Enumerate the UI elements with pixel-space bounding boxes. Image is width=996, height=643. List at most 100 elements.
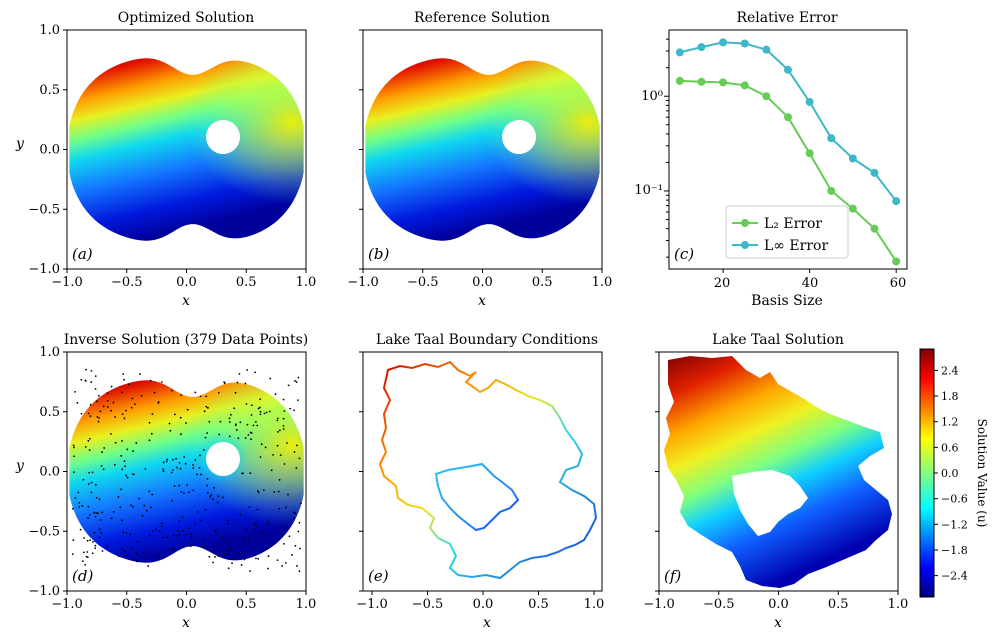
observation-point (171, 499, 173, 502)
observation-point (254, 420, 257, 423)
observation-point (99, 519, 102, 521)
observation-point (282, 417, 285, 420)
observation-point (130, 406, 133, 409)
observation-point (81, 560, 84, 563)
chart-x-label: Basis Size (751, 293, 823, 309)
observation-point (192, 489, 195, 492)
observation-point (281, 565, 284, 567)
x-tick-label: −0.5 (703, 597, 735, 612)
observation-point (102, 405, 105, 408)
observation-point (206, 491, 209, 494)
observation-point (293, 409, 295, 412)
colorbar-tick-label: −0.6 (941, 493, 968, 506)
observation-point (92, 541, 94, 543)
observation-point (124, 465, 126, 468)
x-tick-label: 0.5 (236, 597, 257, 612)
observation-point (263, 412, 266, 415)
observation-point (112, 401, 115, 404)
observation-point (234, 391, 237, 394)
observation-point (96, 415, 99, 418)
observation-point (83, 537, 85, 539)
observation-point (214, 530, 217, 533)
observation-point (87, 517, 89, 519)
observation-point (90, 491, 93, 494)
observation-point (199, 395, 202, 398)
observation-point (247, 540, 250, 542)
panel-d-title: Inverse Solution (379 Data Points) (64, 332, 309, 348)
observation-point (124, 550, 126, 553)
observation-point (253, 523, 256, 526)
observation-point (282, 428, 285, 430)
observation-point (172, 458, 174, 461)
observation-point (201, 546, 204, 549)
observation-point (296, 565, 298, 567)
data-point-l2 (762, 92, 771, 101)
observation-point (262, 531, 264, 534)
observation-point (192, 464, 194, 466)
observation-point (94, 483, 97, 486)
observation-point (87, 439, 90, 442)
panel-e: Lake Taal Boundary Conditions (e) −1.0 −0… (356, 332, 604, 631)
observation-point (138, 497, 140, 500)
observation-point (98, 536, 101, 539)
observation-point (171, 547, 174, 550)
observation-point (219, 420, 222, 423)
observation-point (182, 492, 185, 494)
chart-title: Relative Error (736, 10, 837, 26)
observation-point (94, 388, 97, 390)
x-tick-label: −1.0 (51, 275, 83, 290)
observation-point (284, 562, 287, 564)
data-point-l2 (870, 224, 879, 233)
observation-point (145, 509, 148, 512)
observation-point (228, 417, 231, 420)
observation-point (88, 449, 91, 452)
observation-point (120, 454, 123, 457)
observation-point (241, 551, 244, 554)
y-axis-label-a: y (15, 136, 25, 152)
observation-point (72, 444, 75, 447)
observation-point (84, 445, 87, 448)
observation-point (99, 410, 102, 413)
observation-point (259, 410, 262, 413)
observation-point (293, 451, 296, 453)
observation-point (114, 416, 117, 418)
y-tick-label: −0.5 (28, 524, 60, 539)
observation-point (162, 468, 164, 471)
observation-point (103, 447, 106, 449)
observation-point (91, 552, 94, 555)
observation-point (125, 554, 128, 557)
chart-x-tick: 60 (890, 276, 907, 291)
domain-fill (69, 380, 304, 563)
observation-point (298, 457, 301, 460)
observation-point (279, 533, 282, 535)
observation-point (211, 498, 214, 501)
data-point-linf (870, 168, 879, 177)
observation-point (102, 468, 105, 471)
y-tick-label: 0.5 (39, 83, 60, 98)
chart-frame (668, 29, 908, 270)
observation-point (178, 484, 181, 487)
hole-b (502, 120, 536, 154)
observation-point (203, 410, 206, 413)
panel-e-label: (e) (368, 567, 389, 585)
observation-point (98, 417, 100, 419)
observation-point (288, 535, 291, 538)
observation-point (248, 506, 251, 509)
chart-ticks (664, 38, 897, 273)
observation-point (175, 535, 178, 537)
x-tick-label: 0.0 (472, 275, 493, 290)
data-point-linf (805, 97, 814, 106)
observation-point (227, 567, 230, 570)
observation-point (279, 454, 282, 457)
observation-point (205, 395, 208, 398)
observation-point (85, 555, 88, 558)
observation-point (156, 554, 159, 557)
observation-point (78, 501, 81, 504)
observation-point (117, 555, 120, 558)
domain-field-b (365, 58, 600, 241)
observation-point (157, 402, 160, 404)
observation-point (213, 486, 215, 489)
observation-point (283, 410, 286, 412)
observation-point (194, 523, 197, 526)
observation-point (173, 485, 176, 487)
